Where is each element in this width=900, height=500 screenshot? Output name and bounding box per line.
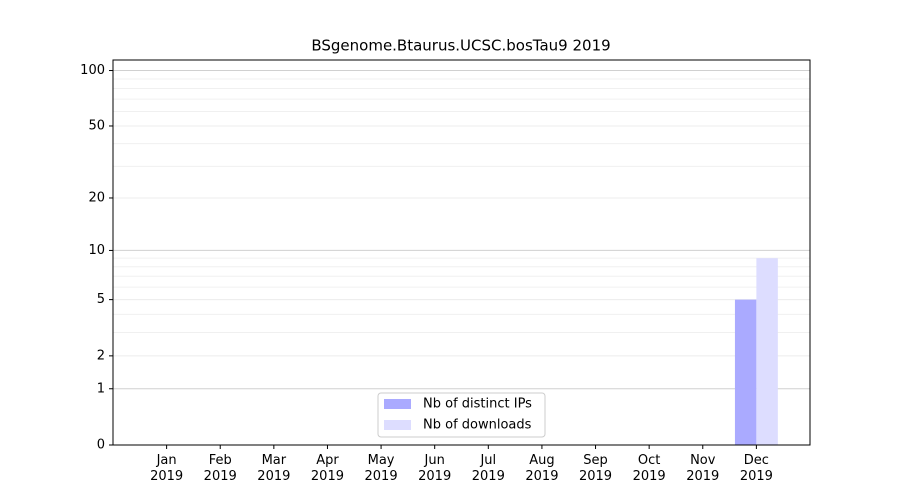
x-tick-label: Apr 2019 — [310, 453, 344, 484]
legend-label: Nb of downloads — [423, 418, 532, 433]
y-tick-label: 100 — [80, 63, 105, 78]
y-tick-label: 5 — [97, 292, 105, 307]
y-tick-label: 2 — [97, 348, 105, 363]
plot-frame — [112, 59, 811, 446]
y-tick-label: 10 — [88, 243, 105, 258]
y-tick-label: 50 — [88, 118, 105, 133]
x-tick-label: May 2019 — [364, 453, 398, 484]
x-tick-label: Jul 2019 — [471, 453, 505, 484]
legend-box — [377, 392, 546, 438]
x-tick-label: Dec 2019 — [739, 453, 773, 484]
x-tick-label: Jun 2019 — [418, 453, 452, 484]
chart-title: BSgenome.Btaurus.UCSC.bosTau9 2019 — [311, 37, 610, 55]
x-tick-label: Mar 2019 — [257, 453, 291, 484]
legend-label: Nb of distinct IPs — [423, 397, 532, 412]
legend-swatch — [384, 399, 411, 409]
y-tick-label: 20 — [88, 190, 105, 205]
x-tick-label: Nov 2019 — [686, 453, 720, 484]
legend-swatch — [384, 420, 411, 430]
bar — [734, 299, 757, 445]
bar — [756, 258, 778, 445]
y-tick-label: 0 — [97, 438, 105, 453]
y-tick-label: 1 — [97, 381, 105, 396]
x-tick-label: Oct 2019 — [632, 453, 666, 484]
x-tick-label: Sep 2019 — [578, 453, 613, 484]
x-tick-label: Jan 2019 — [150, 453, 184, 484]
x-tick-label: Feb 2019 — [203, 453, 237, 484]
x-tick-label: Aug 2019 — [525, 453, 559, 484]
